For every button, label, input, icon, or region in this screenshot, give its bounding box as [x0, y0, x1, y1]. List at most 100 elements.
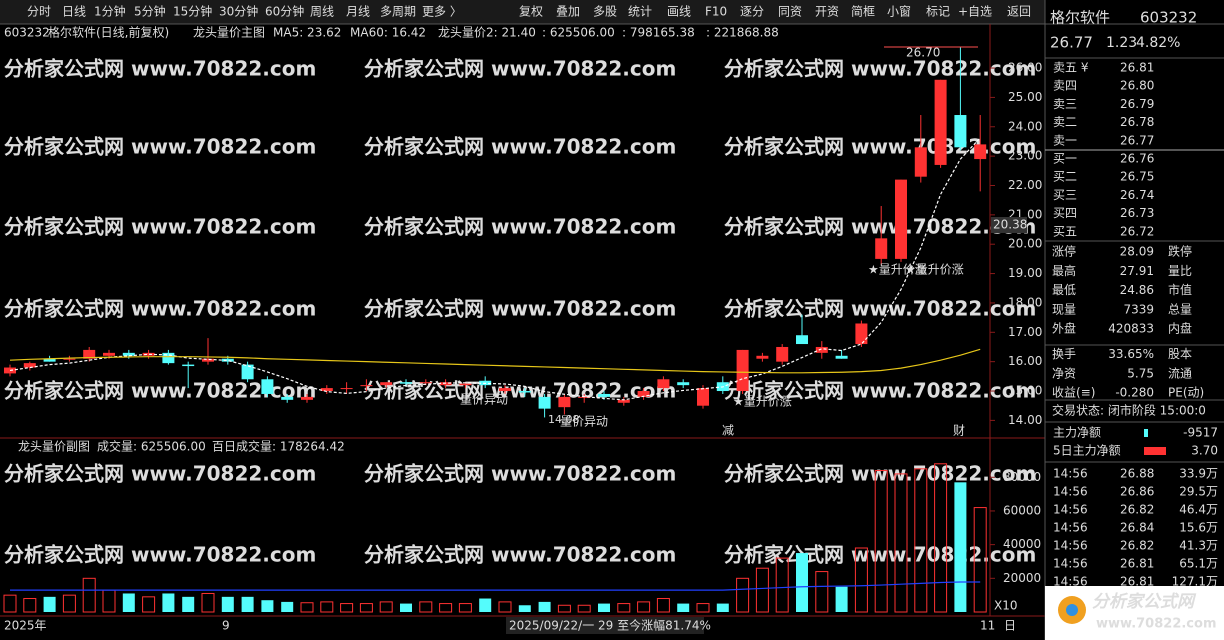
candle-body [63, 358, 76, 360]
panel-text: 买五 [1053, 224, 1077, 238]
tab[interactable]: 1分钟 [94, 4, 126, 19]
panel-text: 26.80 [1120, 79, 1154, 93]
annotation: 14.08 [548, 413, 580, 426]
candle-body [241, 364, 254, 380]
tab[interactable]: 多周期 [380, 5, 416, 19]
panel-text: 买四 [1053, 206, 1077, 220]
annotation: 26.70 [906, 46, 940, 60]
legend: 龙头量价2: 21.40 [438, 26, 536, 40]
toolbar-button[interactable]: 标记 [926, 5, 950, 19]
watermark: 分析家公式网 www.70822.com [724, 543, 1036, 567]
panel-text: 收益(≡) [1052, 386, 1095, 400]
flow-bar [1144, 429, 1148, 437]
candle-body [538, 396, 551, 409]
annotation: 量价异动 [560, 415, 608, 429]
toolbar-button[interactable]: 统计 [628, 5, 652, 19]
panel-text: 卖五 ¥ [1053, 61, 1089, 75]
toolbar-button[interactable]: 复权 [519, 5, 543, 19]
watermark: 分析家公式网 www.70822.com [364, 462, 676, 486]
candle-body [677, 382, 690, 386]
watermark: 分析家公式网 www.70822.com [364, 135, 676, 159]
legend: : 221868.88 [706, 26, 779, 40]
x-axis-label: 2025年 [4, 619, 47, 633]
panel-text: 卖一 [1053, 133, 1077, 147]
x-axis-label: 2025/09/22/一 29 至今涨幅81.74% [509, 618, 711, 633]
volume-bar [914, 468, 928, 613]
volume-bar [142, 596, 156, 613]
candle-body [281, 396, 294, 400]
panel-text: 15.6万 [1179, 521, 1218, 535]
panel-text: 33.9万 [1179, 467, 1218, 481]
panel-text: 卖四 [1053, 79, 1077, 93]
toolbar-button[interactable]: F10 [705, 5, 727, 19]
watermark: 分析家公式网 www.70822.com [4, 297, 316, 321]
y-tick-label: 20000 [1003, 571, 1041, 585]
toolbar-button[interactable]: 简框 [851, 5, 875, 19]
x-axis-label: 11 [980, 619, 995, 633]
tab[interactable]: 月线 [346, 5, 370, 19]
panel-text: 26.74 [1120, 188, 1154, 202]
candle-body [202, 358, 214, 362]
panel-text: 14:56 [1053, 485, 1088, 499]
panel-text: 外盘 [1052, 321, 1076, 336]
toolbar-button[interactable]: +自选 [958, 5, 992, 19]
candle-body [142, 352, 155, 356]
annotation: ★量升价涨 [868, 262, 927, 277]
legend: 603232 [4, 26, 50, 40]
candle-body [736, 349, 749, 392]
candle-body [499, 388, 511, 392]
candle-body [518, 391, 531, 393]
watermark: 分析家公式网 www.70822.com [4, 215, 316, 239]
candle-body [796, 335, 808, 345]
toolbar-button[interactable]: 叠加 [556, 5, 580, 19]
panel-text: 格尔软件 [1050, 9, 1110, 27]
toolbar-button[interactable]: 小窗 [887, 5, 911, 19]
toolbar-button[interactable]: 画线 [667, 5, 691, 19]
volume-bar [182, 596, 195, 612]
volume-bar [43, 596, 56, 612]
tab[interactable]: 60分钟 [265, 4, 304, 19]
panel-text: 26.72 [1120, 224, 1154, 238]
y-tick-label: 16.00 [1008, 354, 1042, 368]
volume-bar [577, 604, 591, 613]
axis-unit: X10 [994, 599, 1018, 613]
volume-bar [400, 603, 412, 612]
panel-text: -0.280 [1115, 386, 1154, 400]
watermark: 分析家公式网 www.70822.com [724, 379, 1036, 403]
tab[interactable]: 30分钟 [219, 4, 258, 19]
panel-text: 14:56 [1053, 467, 1088, 481]
tab[interactable]: 分时 [27, 5, 51, 19]
y-tick-label: 14.00 [1008, 413, 1042, 427]
candle-body [974, 144, 987, 160]
candle-body [598, 393, 610, 397]
panel-text: PE(动) [1168, 386, 1204, 400]
toolbar-button[interactable]: 开资 [815, 5, 839, 19]
volume-bar [518, 605, 531, 612]
tab[interactable]: 周线 [310, 5, 334, 19]
candle-body [261, 379, 274, 394]
toolbar-button[interactable]: 返回 [1007, 5, 1031, 19]
toolbar-button[interactable]: 多股 [593, 5, 617, 19]
panel-text: 26.77 [1120, 133, 1154, 147]
flow-bar [1144, 447, 1166, 455]
panel-text: 26.78 [1120, 115, 1154, 129]
toolbar-button[interactable]: 逐分 [740, 5, 764, 19]
tab[interactable]: 15分钟 [173, 4, 212, 19]
panel-text: 26.79 [1120, 97, 1154, 111]
indicator-line [9, 348, 981, 374]
candle-body [578, 396, 591, 398]
candle-body [43, 358, 56, 362]
tab[interactable]: 5分钟 [134, 4, 166, 19]
y-tick-label: 17.00 [1008, 325, 1042, 339]
watermark: 分析家公式网 www.70822.com [4, 462, 316, 486]
toolbar-button[interactable]: 同资 [778, 5, 802, 19]
volume-bar [557, 604, 571, 613]
volume-bar [637, 601, 651, 613]
panel-text: 4.82% [1136, 35, 1180, 51]
candle-body [875, 238, 888, 259]
tab[interactable]: 日线 [62, 5, 86, 19]
candle-body [459, 383, 472, 386]
volume-bar [419, 601, 433, 613]
tab[interactable]: 更多 〉 [422, 5, 462, 19]
